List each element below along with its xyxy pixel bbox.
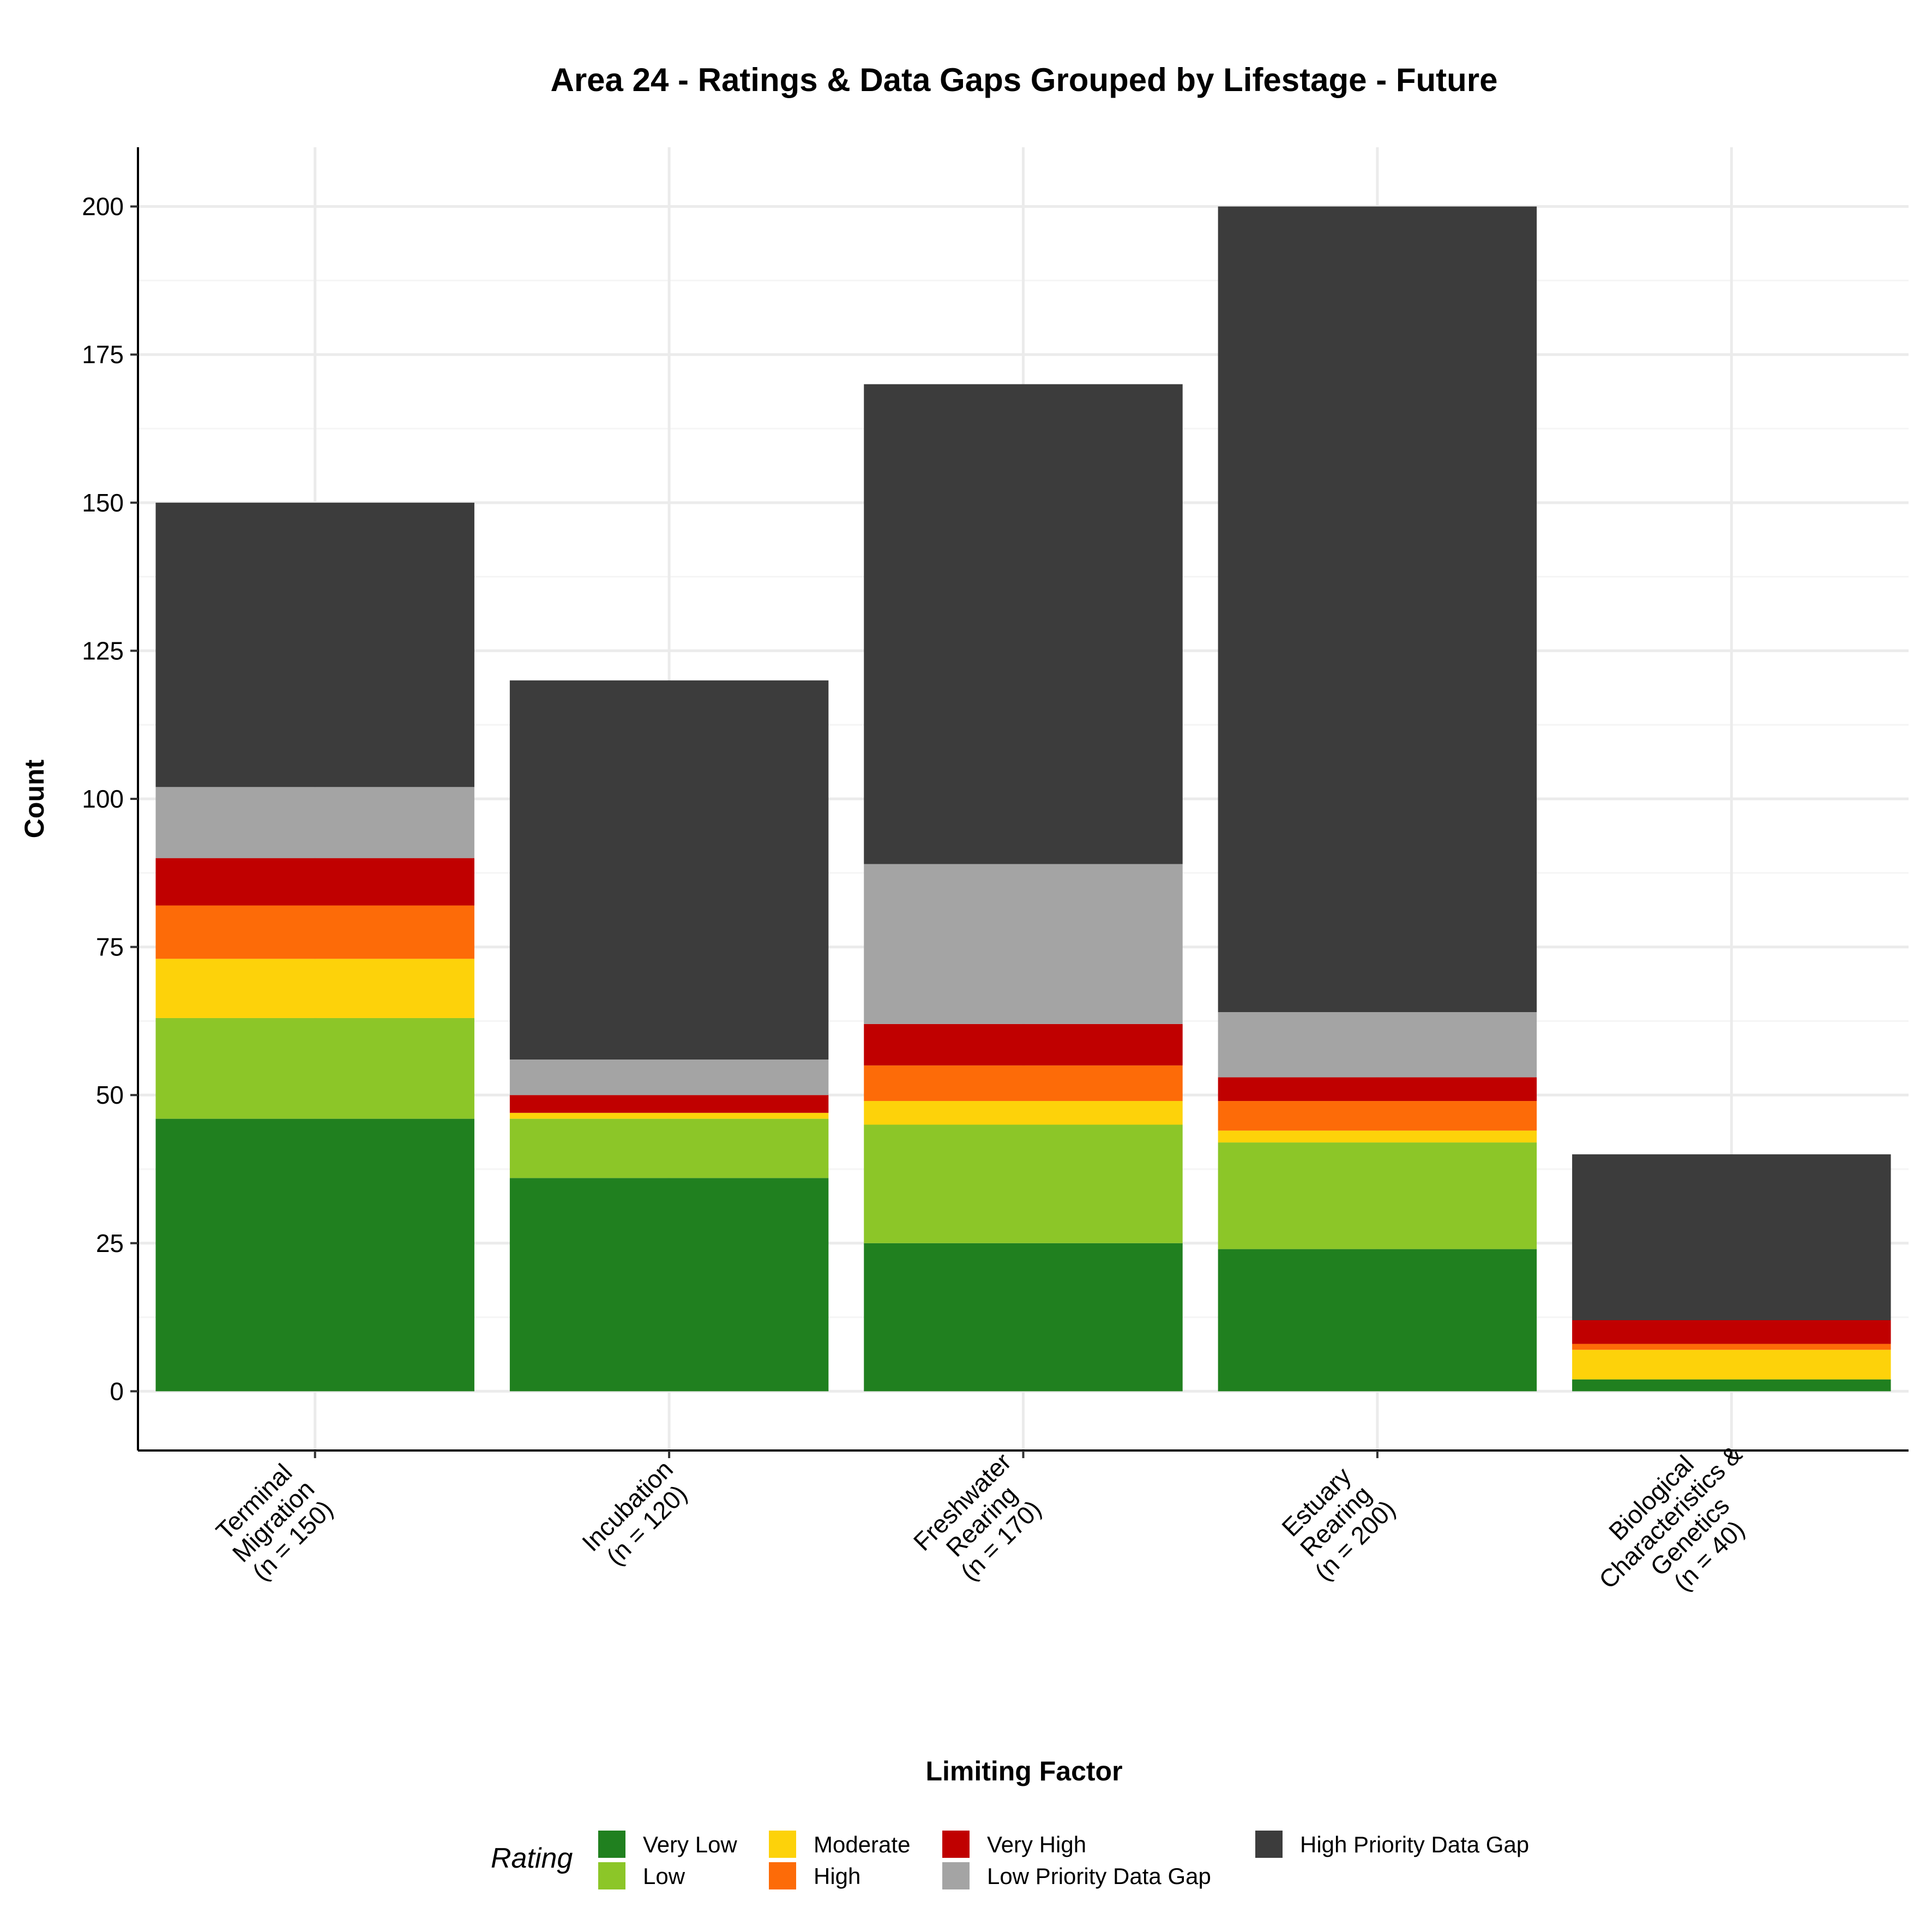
bar-segment-high (155, 905, 474, 959)
legend-swatch (942, 1862, 970, 1889)
legend-title: Rating (491, 1843, 573, 1874)
bar-segment-very-high (864, 1024, 1183, 1066)
y-tick-label: 150 (82, 489, 124, 517)
x-tick-label: Incubation(n = 120) (576, 1455, 693, 1571)
bar-segment-high-priority-data-gap (1218, 206, 1537, 1013)
legend-label: Low (643, 1863, 685, 1889)
bar-segment-low-priority-data-gap (864, 864, 1183, 1024)
bar-segment-very-high (509, 1095, 829, 1113)
bar-segment-low-priority-data-gap (1218, 1012, 1537, 1078)
y-tick-label: 75 (96, 933, 124, 961)
legend-label: Moderate (814, 1832, 910, 1857)
y-tick-label: 25 (96, 1229, 124, 1257)
bar-segment-very-high (1572, 1320, 1891, 1344)
x-axis-title: Limiting Factor (925, 1756, 1122, 1786)
bar-segment-low (864, 1124, 1183, 1243)
bar-segment-low (155, 1018, 474, 1119)
bar-segment-moderate (155, 959, 474, 1018)
y-tick-label: 125 (82, 636, 124, 665)
chart-title: Area 24 - Ratings & Data Gaps Grouped by… (550, 62, 1497, 98)
y-tick-label: 0 (110, 1377, 124, 1405)
legend-label: High (814, 1863, 860, 1889)
legend: Rating Very Low Low Moderate High Very High L… (491, 1831, 1529, 1889)
y-tick-label: 200 (82, 192, 124, 221)
legend-swatch (598, 1831, 625, 1858)
bar-segment-very-high (1218, 1077, 1537, 1102)
legend-swatch (769, 1831, 796, 1858)
bar-segment-moderate (1218, 1130, 1537, 1143)
bar-segment-high (1572, 1344, 1891, 1350)
bar-segment-moderate (864, 1101, 1183, 1125)
legend-swatch (769, 1862, 796, 1889)
y-axis-title: Count (19, 759, 50, 838)
legend-swatch (1255, 1831, 1283, 1858)
bar-segment-high-priority-data-gap (155, 502, 474, 787)
bar-segment-very-low (1218, 1249, 1537, 1392)
legend-label: Very High (987, 1832, 1086, 1857)
y-tick-label: 175 (82, 340, 124, 369)
bar-segment-high-priority-data-gap (1572, 1154, 1891, 1320)
legend-swatch (942, 1831, 970, 1858)
legend-swatch (598, 1862, 625, 1889)
bar-segment-low (1218, 1142, 1537, 1249)
legend-label: Low Priority Data Gap (987, 1863, 1211, 1889)
y-tick-label: 50 (96, 1081, 124, 1109)
bar-segment-high (1218, 1101, 1537, 1131)
bar-segment-very-high (155, 858, 474, 906)
bar-segment-low-priority-data-gap (509, 1060, 829, 1096)
bar-segment-very-low (1572, 1379, 1891, 1392)
legend-label: Very Low (643, 1832, 737, 1857)
bar-segment-very-low (864, 1243, 1183, 1392)
bar-segment-high (864, 1065, 1183, 1102)
bars (155, 206, 1891, 1392)
y-tick-label: 100 (82, 785, 124, 813)
bar-segment-very-low (155, 1118, 474, 1392)
legend-label: High Priority Data Gap (1300, 1832, 1529, 1857)
bar-segment-very-low (509, 1178, 829, 1392)
bar-segment-high-priority-data-gap (864, 384, 1183, 864)
bar-segment-low-priority-data-gap (155, 787, 474, 858)
bar-segment-moderate (1572, 1350, 1891, 1380)
bar-segment-high-priority-data-gap (509, 680, 829, 1060)
y-axis-ticks: 0 25 50 75 100 125 150 175 200 (82, 192, 138, 1405)
bar-segment-low (509, 1118, 829, 1178)
bar-segment-moderate (509, 1112, 829, 1119)
